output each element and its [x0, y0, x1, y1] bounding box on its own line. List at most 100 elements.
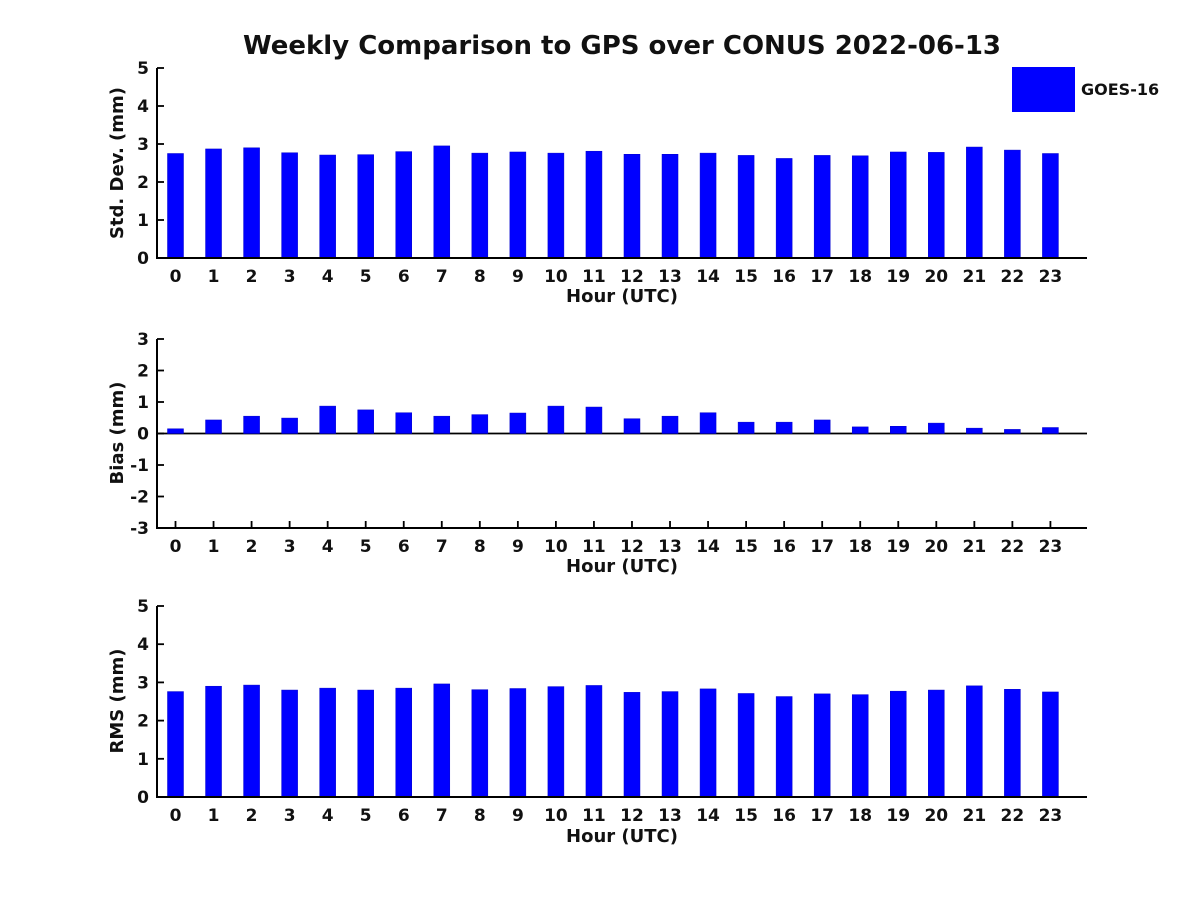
x-axis-label-bias: Hour (UTC)	[566, 556, 678, 577]
y-tick-label: -3	[130, 519, 149, 539]
x-tick-label: 21	[963, 806, 987, 826]
x-tick-label: 14	[696, 537, 720, 557]
bar-hour-13	[661, 154, 679, 259]
y-tick-label: 3	[137, 330, 149, 350]
figure-title: Weekly Comparison to GPS over CONUS 2022…	[242, 31, 1002, 61]
x-tick-label: 10	[544, 267, 568, 287]
bar-hour-23	[1042, 427, 1059, 434]
x-tick-label: 3	[284, 806, 296, 826]
bar-hour-11	[585, 685, 603, 798]
y-tick-label: 4	[137, 97, 149, 117]
y-tick-label: 3	[137, 673, 149, 693]
x-tick-label: 3	[284, 537, 296, 557]
x-tick-label: 6	[398, 537, 410, 557]
bar-hour-2	[243, 147, 260, 259]
x-tick-label: 5	[360, 267, 372, 287]
y-tick-label: -2	[130, 488, 149, 508]
y-tick-label: 1	[137, 211, 149, 231]
bar-hour-8	[471, 414, 489, 434]
x-tick-label: 17	[810, 806, 834, 826]
bar-hour-10	[547, 405, 565, 434]
y-tick-label: -1	[130, 456, 149, 476]
bar-hour-5	[357, 689, 374, 798]
y-tick-label: 3	[137, 135, 149, 155]
x-tick-label: 13	[658, 806, 682, 826]
bar-hour-14	[699, 688, 717, 798]
x-tick-label: 18	[848, 267, 872, 287]
bar-hour-12	[623, 692, 641, 798]
x-tick-label: 17	[810, 537, 834, 557]
bar-hour-9	[509, 151, 527, 259]
bar-hour-22	[1004, 689, 1021, 798]
bar-hour-11	[585, 150, 603, 259]
x-tick-label: 16	[772, 537, 796, 557]
x-tick-label: 19	[886, 537, 910, 557]
bar-hour-13	[661, 691, 679, 798]
y-axis-label-rms: RMS (mm)	[107, 648, 128, 754]
x-tick-label: 11	[582, 267, 606, 287]
bar-hour-22	[1004, 429, 1021, 434]
bar-hour-21	[966, 146, 983, 259]
x-tick-label: 18	[848, 806, 872, 826]
bar-hour-17	[813, 419, 831, 434]
y-tick-label: 0	[137, 788, 149, 808]
bar-hour-14	[699, 152, 717, 259]
bar-hour-12	[623, 154, 641, 259]
x-tick-label: 6	[398, 806, 410, 826]
y-tick-label: 1	[137, 393, 149, 413]
x-tick-label: 9	[512, 537, 524, 557]
x-tick-label: 15	[734, 537, 758, 557]
x-tick-label: 14	[696, 806, 720, 826]
x-tick-label: 23	[1039, 537, 1063, 557]
bar-hour-10	[547, 686, 565, 798]
bar-hour-17	[813, 155, 831, 259]
x-tick-label: 12	[620, 267, 644, 287]
bar-hour-23	[1042, 691, 1059, 798]
bar-hour-20	[928, 152, 945, 259]
bar-hour-3	[281, 417, 298, 434]
x-tick-label: 7	[436, 537, 448, 557]
x-tick-label: 8	[474, 806, 486, 826]
x-tick-label: 10	[544, 806, 568, 826]
y-tick-label: 4	[137, 635, 149, 655]
x-tick-label: 5	[360, 806, 372, 826]
legend-label: GOES-16	[1081, 80, 1160, 99]
bar-hour-20	[928, 422, 945, 434]
x-tick-label: 9	[512, 267, 524, 287]
bar-hour-8	[471, 689, 489, 798]
x-tick-label: 11	[582, 537, 606, 557]
bar-hour-10	[547, 152, 565, 259]
x-tick-label: 19	[886, 267, 910, 287]
x-tick-label: 23	[1039, 806, 1063, 826]
bar-hour-19	[890, 426, 907, 434]
bar-hour-7	[433, 415, 451, 434]
bar-hour-4	[319, 687, 336, 798]
bar-hour-15	[737, 155, 755, 259]
bar-hour-0	[167, 153, 184, 259]
bar-hour-3	[281, 689, 298, 798]
x-tick-label: 22	[1001, 537, 1025, 557]
y-tick-label: 2	[137, 362, 149, 382]
bar-hour-15	[737, 693, 755, 798]
bar-hour-19	[890, 690, 907, 798]
x-tick-label: 4	[322, 537, 334, 557]
bar-hour-9	[509, 412, 527, 434]
x-tick-label: 5	[360, 537, 372, 557]
x-tick-label: 7	[436, 267, 448, 287]
x-tick-label: 12	[620, 537, 644, 557]
x-tick-label: 16	[772, 267, 796, 287]
x-tick-label: 0	[170, 806, 182, 826]
x-tick-label: 13	[658, 537, 682, 557]
x-tick-label: 0	[170, 537, 182, 557]
x-tick-label: 12	[620, 806, 644, 826]
x-tick-label: 21	[963, 267, 987, 287]
y-tick-label: 1	[137, 750, 149, 770]
bar-hour-2	[243, 415, 260, 434]
y-tick-label: 0	[137, 425, 149, 445]
x-tick-label: 8	[474, 267, 486, 287]
x-tick-label: 10	[544, 537, 568, 557]
bar-hour-16	[775, 421, 793, 434]
bar-hour-20	[928, 689, 945, 798]
